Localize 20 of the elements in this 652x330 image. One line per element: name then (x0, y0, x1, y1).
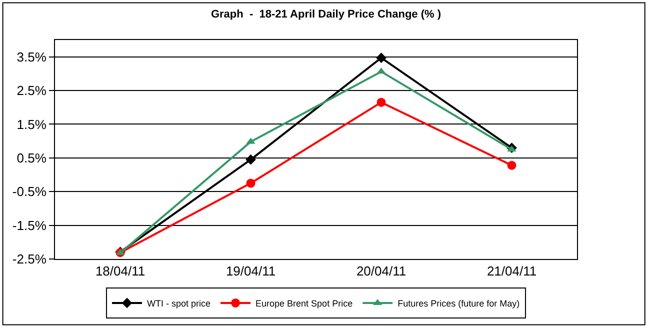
y-tick-label: -1.5% (12, 218, 47, 233)
x-tick-label: 18/04/11 (95, 264, 146, 279)
x-tick-label: 20/04/11 (356, 264, 406, 279)
y-tick-label: 0.5% (16, 150, 47, 166)
legend-label: Europe Brent Spot Price (256, 298, 353, 308)
x-tick-label: 21/04/11 (486, 264, 537, 279)
x-tick-label: 19/04/11 (226, 264, 276, 279)
y-tick-label: -0.5% (12, 184, 47, 200)
point (507, 160, 516, 170)
point (376, 98, 386, 107)
point (376, 52, 386, 64)
y-tick-label: -2.5% (12, 252, 47, 267)
y-tick-label: 1.5% (16, 116, 47, 132)
legend-label: WTI - spot price (147, 298, 211, 308)
y-tick-label: 2.5% (16, 83, 47, 98)
point (246, 154, 256, 165)
y-tick-label: 3.5% (16, 49, 47, 64)
legend-label: Futures Prices (future for May) (398, 298, 520, 308)
point (246, 178, 256, 188)
chart-title: Graph - 18-21 April Daily Price Change (% ) (210, 8, 442, 21)
